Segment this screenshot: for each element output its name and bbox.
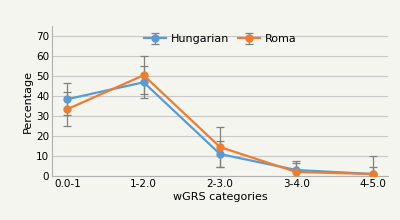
X-axis label: wGRS categories: wGRS categories: [173, 192, 267, 202]
Y-axis label: Percentage: Percentage: [23, 70, 33, 133]
Legend: Hungarian, Roma: Hungarian, Roma: [142, 32, 298, 46]
